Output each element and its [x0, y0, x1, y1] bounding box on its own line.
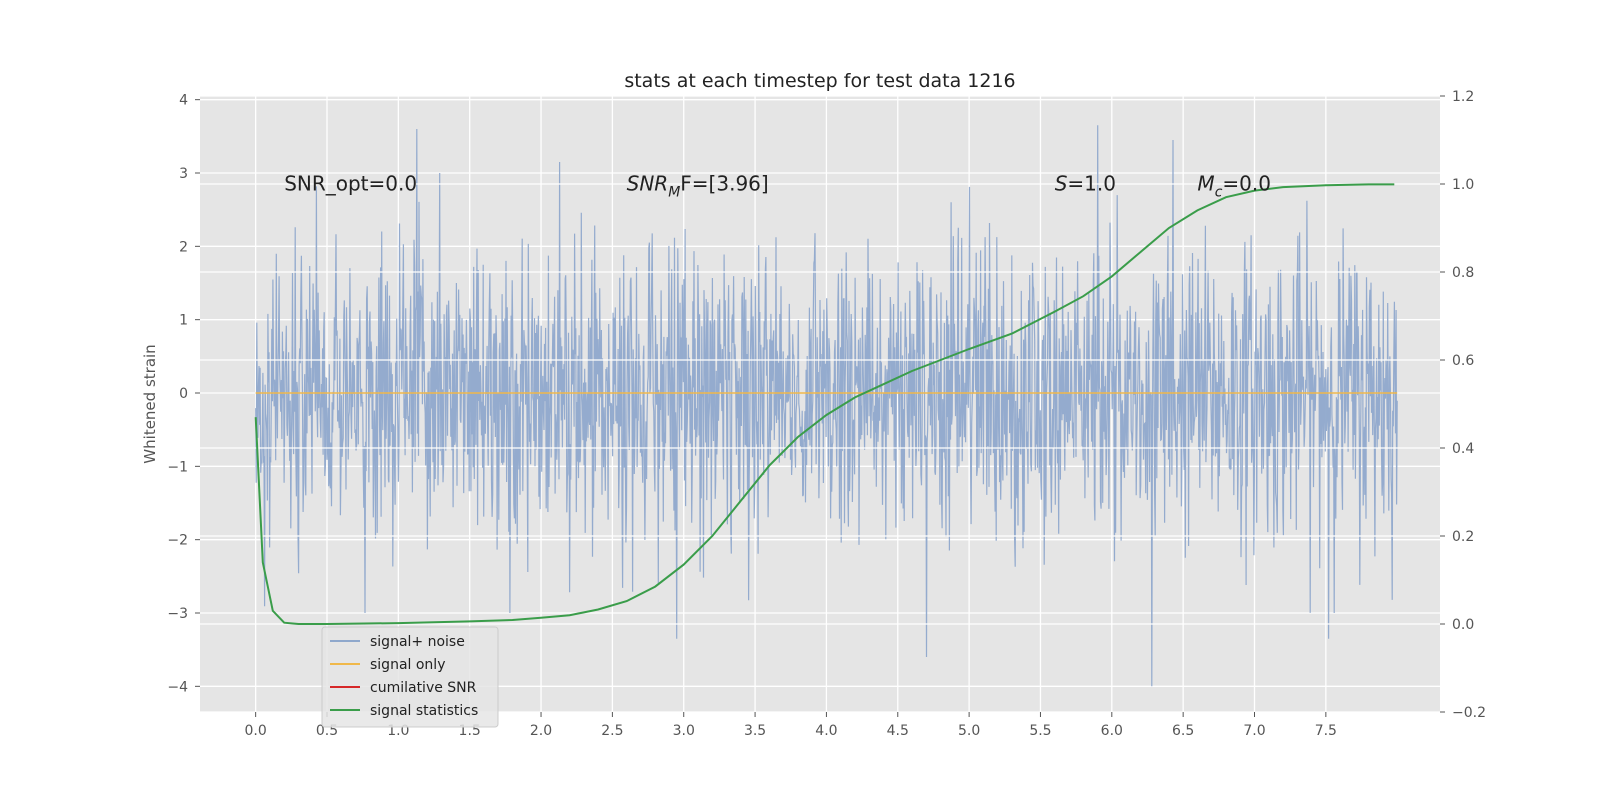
legend-label: signal only [370, 657, 445, 673]
y-tick-label: −4 [167, 679, 188, 695]
x-tick-label: 2.0 [530, 723, 552, 739]
y-tick-label: 1 [179, 313, 188, 329]
y2-tick-label: 1.0 [1452, 177, 1474, 193]
y2-tick-label: 0.2 [1452, 529, 1474, 545]
line-series [254, 183, 1398, 625]
x-tick-label: 4.0 [815, 723, 837, 739]
y2-tick-label: 0.6 [1452, 353, 1474, 369]
y-tick-label: −2 [167, 533, 188, 549]
x-tick-label: 0.0 [245, 723, 267, 739]
y-tick-label: 2 [179, 239, 188, 255]
signal-noise-series [255, 125, 1398, 687]
y2-tick-label: −0.2 [1452, 705, 1486, 721]
legend-label: signal+ noise [370, 634, 465, 650]
y2-tick-label: 1.2 [1452, 89, 1474, 105]
annotation: S=1.0 [1055, 172, 1116, 196]
legend-label: signal statistics [370, 703, 478, 719]
y-tick-label: 0 [179, 386, 188, 402]
y-tick-label: 3 [179, 166, 188, 182]
x-tick-label: 3.5 [744, 723, 766, 739]
x-tick-label: 5.5 [1029, 723, 1051, 739]
x-tick-label: 3.0 [673, 723, 695, 739]
chart-title: stats at each timestep for test data 121… [624, 70, 1015, 92]
x-tick-label: 7.0 [1243, 723, 1265, 739]
y-tick-label: −3 [167, 606, 188, 622]
annotation: SNR_opt=0.0 [284, 172, 417, 196]
y2-tick-label: 0.8 [1452, 265, 1474, 281]
x-tick-label: 4.5 [887, 723, 909, 739]
series-line-signal-statistics [254, 183, 1395, 625]
legend-label: cumilative SNR [370, 680, 477, 696]
x-tick-label: 6.0 [1101, 723, 1123, 739]
x-tick-label: 6.5 [1172, 723, 1194, 739]
series-line-signal-noise [255, 125, 1398, 687]
right-axis-grid [200, 95, 1440, 713]
y2-tick-label: 0.0 [1452, 617, 1474, 633]
y-tick-label: −1 [167, 459, 188, 475]
x-tick-label: 5.0 [958, 723, 980, 739]
legend-box [321, 626, 499, 728]
annotation: Mc=0.0 [1197, 172, 1271, 201]
y-axis-label: Whitened strain [141, 344, 159, 463]
annotations: SNR_opt=0.0 SNRMF=[3.96] S=1.0 Mc=0.0 [284, 172, 1271, 201]
y2-tick-label: 0.4 [1452, 441, 1474, 457]
x-tick-label: 7.5 [1315, 723, 1337, 739]
x-tick-label: 2.5 [601, 723, 623, 739]
y-tick-label: 4 [179, 93, 188, 109]
legend: signal+ noise signal only cumilative SNR si… [321, 626, 499, 728]
annotation: SNRMF=[3.96] [627, 172, 769, 201]
axis-ticks: 0.0 0.5 1.0 1.5 2.0 2.5 3.0 3.5 4.0 4.5 5.0 5.5 6.0 6… [167, 89, 1486, 739]
